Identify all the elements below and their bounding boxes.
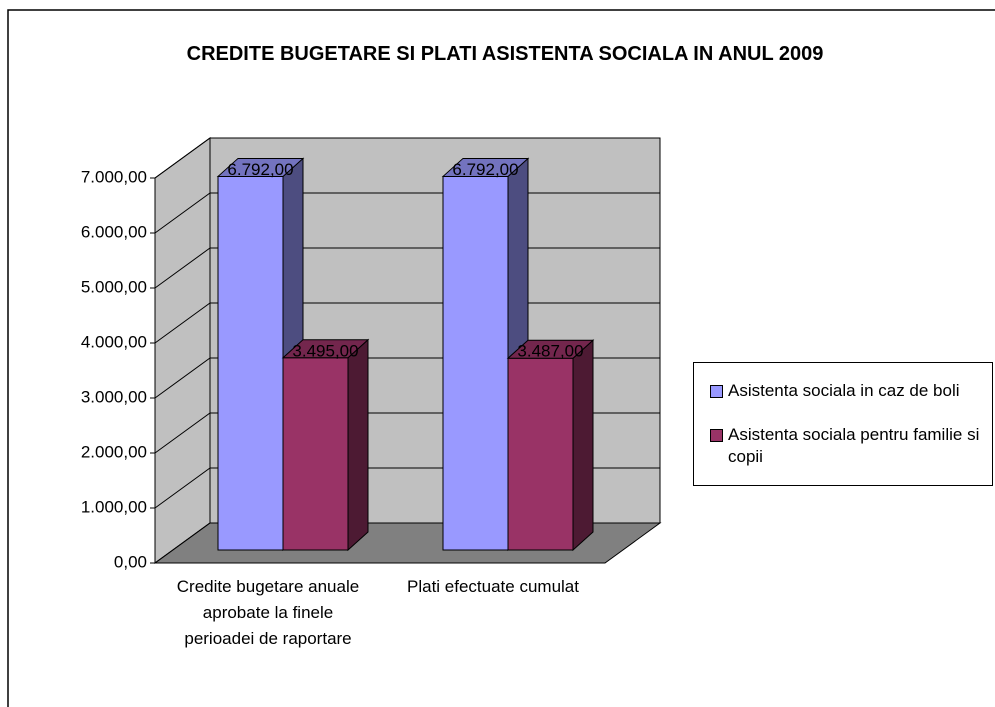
y-tick-label: 1.000,00 [81, 497, 147, 516]
y-tick-label: 0,00 [114, 552, 147, 571]
y-tick-label: 4.000,00 [81, 332, 147, 351]
y-tick-label: 5.000,00 [81, 277, 147, 296]
y-tick-label: 7.000,00 [81, 167, 147, 186]
bar-side [572, 339, 594, 552]
bar [282, 357, 349, 551]
grid-line [154, 137, 660, 179]
value-label: 3.487,00 [517, 342, 583, 361]
legend-label: Asistenta sociala pentru familie si copi… [728, 425, 980, 466]
bar-top [216, 157, 305, 177]
bar [507, 357, 574, 551]
x-tick-label: Plati efectuate cumulat [407, 577, 579, 596]
legend-item: Asistenta sociala pentru familie si copi… [710, 424, 995, 468]
x-tick-label: Credite bugetare anuale aprobate la fine… [176, 577, 360, 648]
bar [217, 175, 284, 551]
value-label: 6.792,00 [227, 160, 293, 179]
legend: Asistenta sociala in caz de boli Asistent… [693, 362, 993, 486]
y-tick-label: 3.000,00 [81, 387, 147, 406]
bar [442, 175, 509, 551]
legend-label: Asistenta sociala in caz de boli [728, 381, 960, 400]
value-label: 3.495,00 [292, 341, 358, 360]
bar-top [441, 157, 530, 177]
chart-title: CREDITE BUGETARE SI PLATI ASISTENTA SOCI… [186, 43, 824, 65]
y-tick-label: 2.000,00 [81, 442, 147, 461]
back-wall [154, 137, 211, 564]
bar-top [281, 339, 370, 359]
bar-top [506, 339, 595, 359]
legend-swatch [710, 385, 723, 398]
bar-side [347, 338, 369, 552]
value-label: 6.792,00 [452, 160, 518, 179]
y-tick-label: 6.000,00 [81, 222, 147, 241]
frame [7, 9, 995, 707]
legend-item: Asistenta sociala in caz de boli [710, 380, 995, 402]
legend-swatch [710, 429, 723, 442]
